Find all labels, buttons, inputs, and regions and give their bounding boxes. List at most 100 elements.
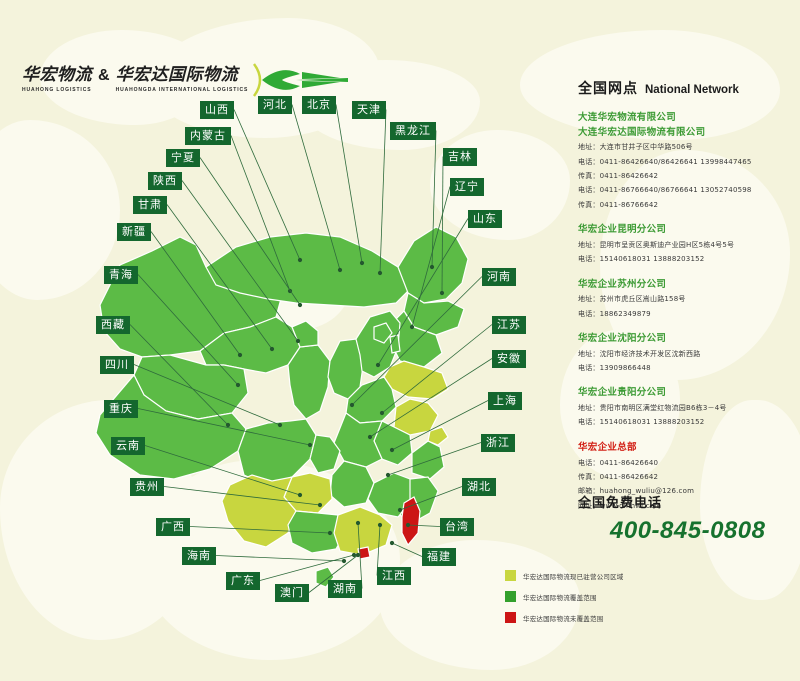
branch-name: 华宏企业贵阳分公司 bbox=[578, 387, 667, 399]
branch-detail-line: 电话：0411-86766640/86766641 13052740598 bbox=[578, 186, 752, 195]
leader-line-aomen bbox=[308, 554, 359, 593]
province-label-shanghai[interactable]: 上海 bbox=[488, 392, 522, 410]
leader-line-henan bbox=[351, 276, 483, 406]
province-label-sichuan[interactable]: 四川 bbox=[100, 356, 134, 374]
leader-line-gansu bbox=[166, 204, 273, 350]
hotline-number[interactable]: 400-845-0808 bbox=[610, 517, 766, 544]
legend-swatch-icon bbox=[505, 591, 516, 602]
map-dot-hubei bbox=[397, 507, 403, 513]
logo-ampersand: & bbox=[98, 67, 110, 84]
leader-line-qinghai bbox=[137, 274, 239, 386]
province-label-hunan[interactable]: 湖南 bbox=[328, 580, 362, 598]
leader-line-hainan bbox=[215, 555, 345, 562]
province-label-liaoning[interactable]: 辽宁 bbox=[450, 178, 484, 196]
map-dot-xinjiang bbox=[237, 352, 243, 358]
province-label-jilin[interactable]: 吉林 bbox=[443, 148, 477, 166]
hotline-label: 全国免费电话 bbox=[578, 496, 663, 511]
logo-brand2-cn: 华宏达国际物流 bbox=[115, 65, 239, 85]
province-label-zhejiang[interactable]: 浙江 bbox=[481, 434, 515, 452]
province-label-anhui[interactable]: 安徽 bbox=[492, 350, 526, 368]
province-label-henan[interactable]: 河南 bbox=[482, 268, 516, 286]
province-label-tianjin[interactable]: 天津 bbox=[352, 101, 386, 119]
branch-detail-line: 网址：www.dlhhwl.com bbox=[578, 501, 662, 510]
province-label-neimenggu[interactable]: 内蒙古 bbox=[185, 127, 231, 145]
province-label-ningxia[interactable]: 宁夏 bbox=[166, 149, 200, 167]
map-dot-guangdong bbox=[351, 552, 357, 558]
map-dot-shanxi bbox=[297, 257, 303, 263]
province-label-taiwan[interactable]: 台湾 bbox=[440, 518, 474, 536]
province-label-hebei[interactable]: 河北 bbox=[258, 96, 292, 114]
province-label-fujian[interactable]: 福建 bbox=[422, 548, 456, 566]
map-dot-shanghai bbox=[389, 447, 395, 453]
province-label-shanxi[interactable]: 山西 bbox=[200, 101, 234, 119]
leader-line-guizhou bbox=[163, 486, 321, 506]
province-label-heilongjiang[interactable]: 黑龙江 bbox=[390, 122, 436, 140]
province-label-aomen[interactable]: 澳门 bbox=[275, 584, 309, 602]
province-label-hubei[interactable]: 湖北 bbox=[462, 478, 496, 496]
arrow-right-icon bbox=[253, 63, 349, 97]
province-label-qinghai[interactable]: 青海 bbox=[104, 266, 138, 284]
company-logo: 华宏物流 HUAHONG LOGISTICS & 华宏达国际物流 HUAHONG… bbox=[22, 60, 352, 100]
leader-line-hebei bbox=[291, 104, 341, 271]
leader-line-guangxi bbox=[189, 526, 331, 534]
map-dot-chongqing bbox=[307, 442, 313, 448]
map-dot-shaanxi bbox=[295, 338, 301, 344]
province-hunan bbox=[329, 460, 375, 508]
map-dot-gansu bbox=[269, 346, 275, 352]
map-dot-qinghai bbox=[235, 382, 241, 388]
map-dot-taiwan bbox=[405, 522, 411, 528]
province-label-xizang[interactable]: 西藏 bbox=[96, 316, 130, 334]
leader-line-sichuan bbox=[133, 364, 281, 426]
branch-entry: 华宏企业总部 电话：0411-86426640 传真：0411-86426642 邮箱… bbox=[578, 441, 792, 513]
branch-detail-line: 电话：0411-86426640/86426641 13998447465 bbox=[578, 157, 752, 166]
logo-brand2-en: HUAHONGDA INTERNATIONAL LOGISTICS bbox=[115, 87, 249, 93]
leader-line-xizang bbox=[129, 324, 229, 426]
leader-line-taiwan bbox=[407, 524, 441, 527]
province-label-jiangsu[interactable]: 江苏 bbox=[492, 316, 526, 334]
province-label-chongqing[interactable]: 重庆 bbox=[104, 400, 138, 418]
province-label-guizhou[interactable]: 贵州 bbox=[130, 478, 164, 496]
branch-detail-line: 地址：苏州市虎丘区嵩山路158号 bbox=[578, 295, 686, 304]
map-dot-jiangxi bbox=[377, 522, 383, 528]
logo-brand-2: 华宏达国际物流 HUAHONGDA INTERNATIONAL LOGISTIC… bbox=[115, 65, 249, 94]
branch-detail-line: 电话：18862349879 bbox=[578, 309, 651, 318]
map-dot-hainan bbox=[341, 558, 347, 564]
branch-detail-line: 电话：15140618031 13888203152 bbox=[578, 255, 705, 264]
leader-line-anhui bbox=[369, 358, 493, 438]
legend-swatch-icon bbox=[505, 612, 516, 623]
panel-heading: 全国网点 National Network bbox=[578, 78, 792, 98]
map-dot-tianjin bbox=[377, 270, 383, 276]
branch-detail-line: 电话：0411-86426640 bbox=[578, 458, 659, 467]
map-dot-sichuan bbox=[277, 422, 283, 428]
province-label-guangdong[interactable]: 广东 bbox=[226, 572, 260, 590]
province-label-hainan[interactable]: 海南 bbox=[182, 547, 216, 565]
map-dot-hunan bbox=[355, 520, 361, 526]
branch-detail-line: 地址：昆明市呈贡区奥斯迪产业园H区5栋4号5号 bbox=[578, 240, 735, 249]
leader-line-jiangsu bbox=[381, 324, 493, 414]
map-dot-anhui bbox=[367, 434, 373, 440]
province-beijing bbox=[373, 322, 393, 344]
china-map[interactable] bbox=[0, 55, 560, 615]
province-label-shandong[interactable]: 山东 bbox=[468, 210, 502, 228]
leader-line-shaanxi bbox=[181, 180, 299, 342]
province-zhejiang bbox=[411, 440, 445, 480]
province-label-yunnan[interactable]: 云南 bbox=[111, 437, 145, 455]
province-label-guangxi[interactable]: 广西 bbox=[156, 518, 190, 536]
province-label-shaanxi[interactable]: 陕西 bbox=[148, 172, 182, 190]
map-dot-xizang bbox=[225, 422, 231, 428]
legend-label: 华宏达国际物流覆盖范围 bbox=[523, 593, 597, 602]
branch-detail-line: 电话：15140618031 13888203152 bbox=[578, 418, 705, 427]
map-legend: 华宏达国际物流现已驻营公司区域 华宏达国际物流覆盖范围 华宏达国际物流未覆盖范围 bbox=[505, 570, 624, 633]
leader-line-fujian bbox=[391, 542, 423, 557]
national-hotline: 全国免费电话 400-845-0808 bbox=[578, 492, 798, 545]
province-label-gansu[interactable]: 甘肃 bbox=[133, 196, 167, 214]
branch-detail-line: 传真：0411-86766642 bbox=[578, 200, 659, 209]
leader-line-shanghai bbox=[391, 400, 489, 451]
leader-lines bbox=[129, 104, 493, 593]
province-tianjin bbox=[389, 334, 401, 354]
branch-entry: 华宏企业沈阳分公司 地址：沈阳市经济技术开发区沈新西路 电话：13909866448 bbox=[578, 332, 792, 375]
branch-detail-line: 传真：0411-86426642 bbox=[578, 472, 659, 481]
province-label-beijing[interactable]: 北京 bbox=[302, 96, 336, 114]
province-label-xinjiang[interactable]: 新疆 bbox=[117, 223, 151, 241]
province-label-jiangxi[interactable]: 江西 bbox=[377, 567, 411, 585]
